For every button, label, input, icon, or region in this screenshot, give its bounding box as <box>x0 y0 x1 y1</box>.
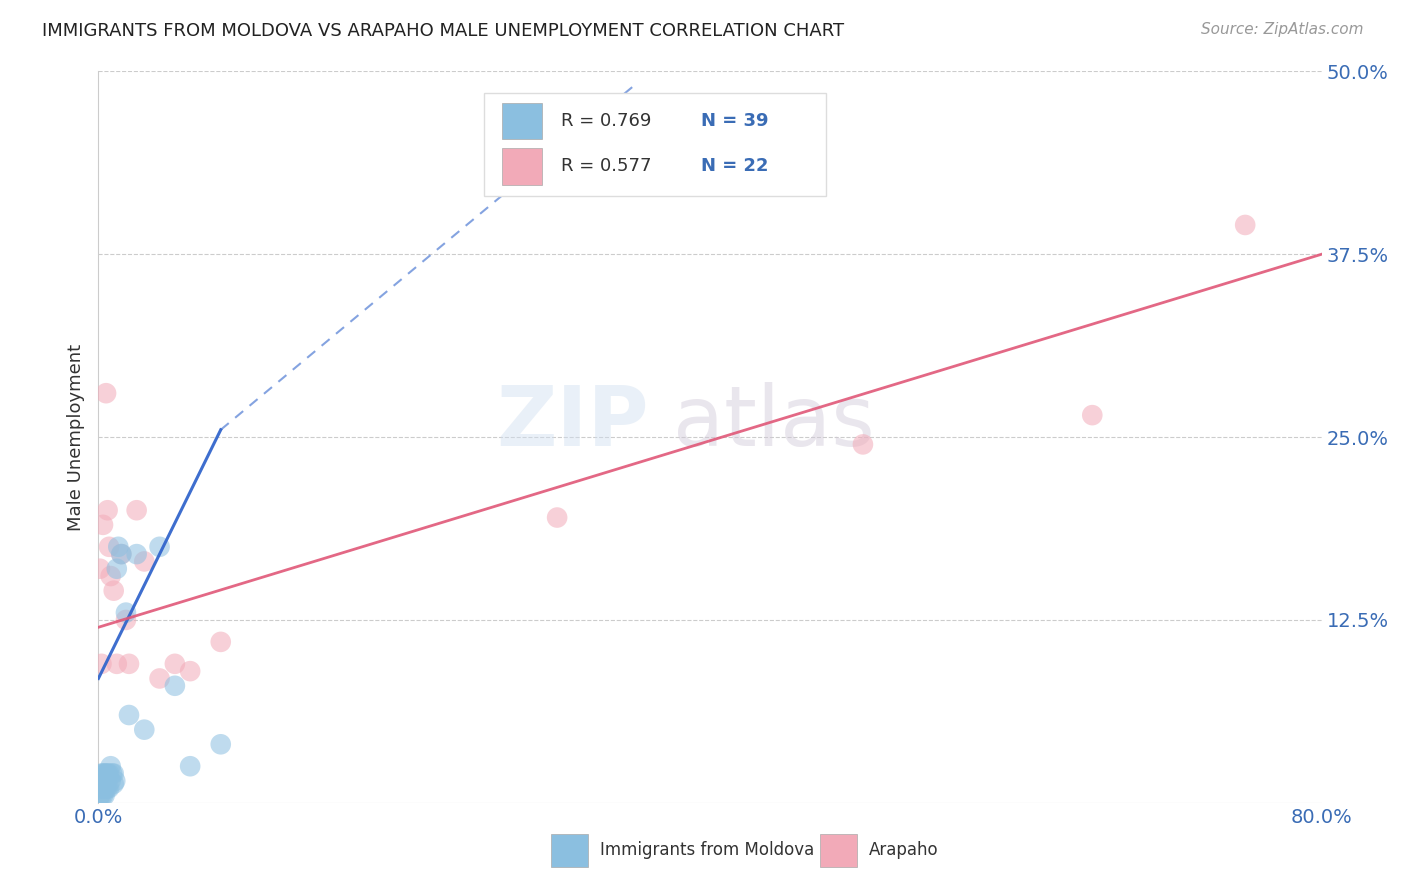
Point <box>98 766 121 780</box>
Text: Source: ZipAtlas.com: Source: ZipAtlas.com <box>1201 22 1364 37</box>
Text: R = 0.769: R = 0.769 <box>561 112 651 130</box>
Point <box>179 664 201 678</box>
Point <box>110 547 132 561</box>
Point <box>90 789 112 803</box>
Bar <box>502 103 543 139</box>
Point <box>852 437 875 451</box>
Point <box>93 781 115 796</box>
Point <box>163 679 186 693</box>
Point <box>179 759 201 773</box>
Point <box>90 773 112 788</box>
Text: R = 0.577: R = 0.577 <box>561 158 651 176</box>
Point <box>100 773 122 788</box>
Bar <box>502 148 543 185</box>
Point <box>97 766 120 780</box>
Point <box>118 708 141 723</box>
Point <box>98 781 121 796</box>
Point <box>91 773 114 788</box>
Point <box>149 540 172 554</box>
Point <box>110 547 132 561</box>
Text: Immigrants from Moldova: Immigrants from Moldova <box>600 841 814 859</box>
Point <box>125 547 148 561</box>
Point <box>91 766 114 780</box>
Point <box>91 781 114 796</box>
Text: atlas: atlas <box>673 382 875 463</box>
Point <box>101 766 124 780</box>
Point <box>115 613 138 627</box>
Point <box>103 777 125 791</box>
Point <box>100 759 122 773</box>
Point <box>209 737 232 751</box>
Point <box>94 781 117 796</box>
Point <box>97 781 120 796</box>
Point <box>149 672 172 686</box>
Point <box>209 635 232 649</box>
Point <box>163 657 186 671</box>
Point <box>93 766 115 780</box>
Point <box>105 562 128 576</box>
Point <box>94 773 117 788</box>
Point <box>90 766 112 780</box>
Point <box>118 657 141 671</box>
Point <box>103 583 125 598</box>
Bar <box>820 834 856 867</box>
Point <box>546 510 568 524</box>
Point <box>89 562 111 576</box>
Point <box>103 766 125 780</box>
Y-axis label: Male Unemployment: Male Unemployment <box>66 343 84 531</box>
Point <box>1234 218 1257 232</box>
Point <box>89 781 111 796</box>
Point <box>115 606 138 620</box>
Point <box>100 569 122 583</box>
Point <box>97 503 120 517</box>
Point <box>98 540 121 554</box>
Text: Arapaho: Arapaho <box>869 841 939 859</box>
Text: IMMIGRANTS FROM MOLDOVA VS ARAPAHO MALE UNEMPLOYMENT CORRELATION CHART: IMMIGRANTS FROM MOLDOVA VS ARAPAHO MALE … <box>42 22 845 40</box>
Point <box>125 503 148 517</box>
Point <box>104 773 127 788</box>
Point <box>90 657 112 671</box>
Point <box>134 723 156 737</box>
Point <box>89 789 111 803</box>
Bar <box>551 834 588 867</box>
Text: N = 39: N = 39 <box>702 112 769 130</box>
Text: N = 22: N = 22 <box>702 158 769 176</box>
Point <box>94 766 117 780</box>
Point <box>107 540 129 554</box>
Point <box>94 386 117 401</box>
Point <box>105 657 128 671</box>
Point <box>89 773 111 788</box>
Point <box>1081 408 1104 422</box>
Point <box>93 773 115 788</box>
Point <box>91 789 114 803</box>
Point <box>91 517 114 532</box>
FancyBboxPatch shape <box>484 94 827 195</box>
Point <box>134 554 156 568</box>
Point <box>90 781 112 796</box>
Point <box>93 789 115 803</box>
Text: ZIP: ZIP <box>496 382 648 463</box>
